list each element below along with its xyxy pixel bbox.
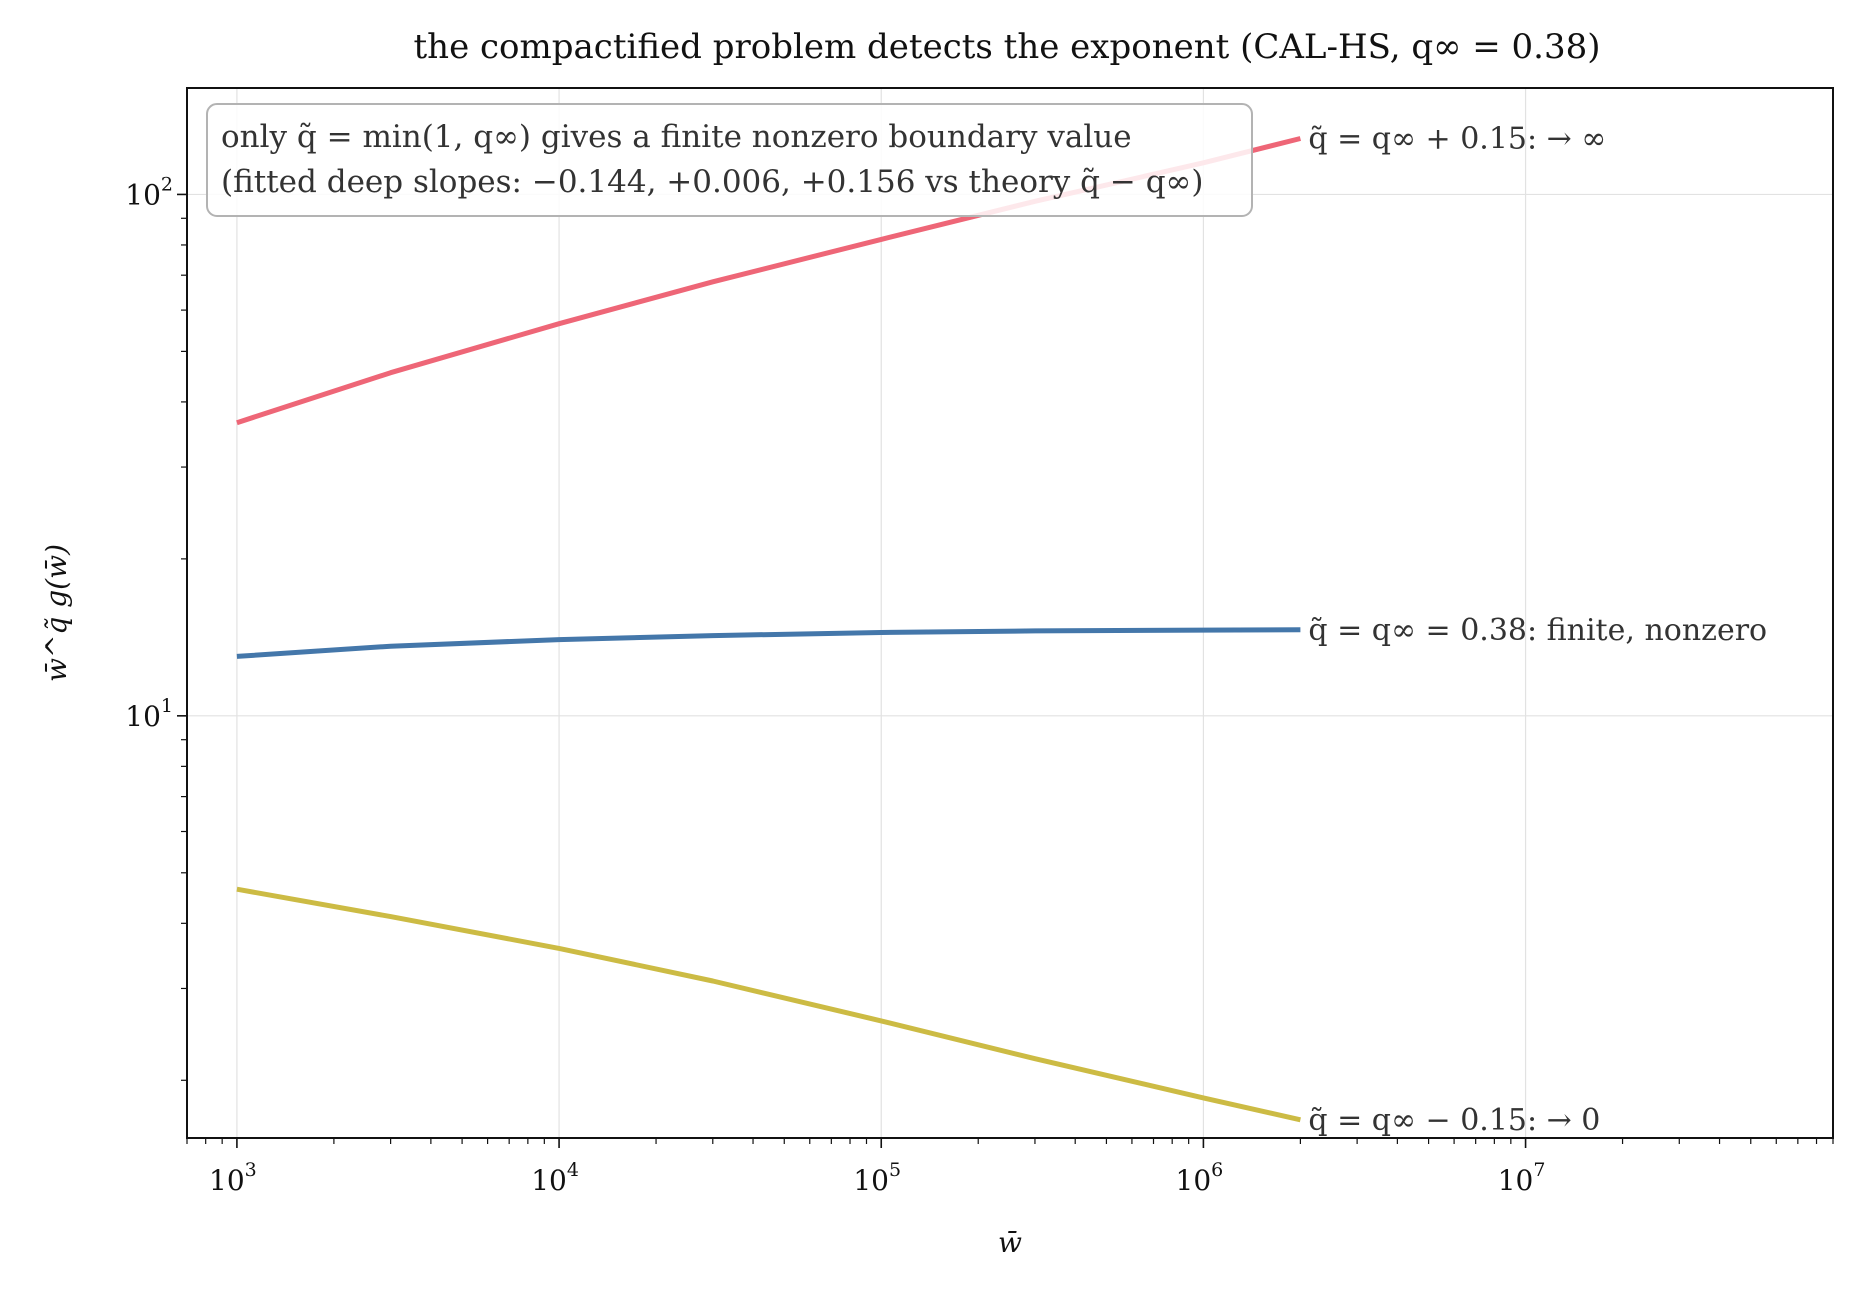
y-tick-label: 101: [125, 695, 173, 733]
series-line-3: [236, 886, 1301, 1123]
annotation-line-1: only q̃ = min(1, q∞) gives a finite nonz…: [221, 119, 1132, 155]
y-tick-label: 102: [125, 173, 173, 211]
grid-lines: [187, 88, 1833, 1138]
plot-frame: [186, 87, 1834, 1139]
series-label-2: q̃ = q∞ = 0.38: finite, nonzero: [1308, 613, 1767, 648]
x-tick-label: 105: [853, 1159, 901, 1197]
x-tick-label: 103: [209, 1159, 257, 1197]
x-tick-label: 107: [1498, 1159, 1546, 1197]
axis-ticks: 103 104 105 106 107 101 102: [125, 173, 1834, 1197]
x-tick-label: 106: [1176, 1159, 1224, 1197]
series-line-2: [236, 627, 1301, 659]
series-label-1: q̃ = q∞ + 0.15: → ∞: [1308, 122, 1606, 157]
x-axis-label: w̄: [998, 1226, 1022, 1259]
annotation-line-2: (fitted deep slopes: −0.144, +0.006, +0.…: [221, 164, 1203, 200]
y-axis-label: w̄^q̃ g(w̄): [40, 544, 73, 682]
series-label-3: q̃ = q∞ − 0.15: → 0: [1308, 1103, 1600, 1138]
annotation-box: only q̃ = min(1, q∞) gives a finite nonz…: [206, 103, 1253, 217]
x-tick-label: 104: [531, 1159, 579, 1197]
series-layer: q̃ = q∞ + 0.15: → ∞ q̃ = q∞ = 0.38: finit…: [236, 122, 1767, 1138]
chart-title: the compactified problem detects the exp…: [414, 27, 1601, 67]
